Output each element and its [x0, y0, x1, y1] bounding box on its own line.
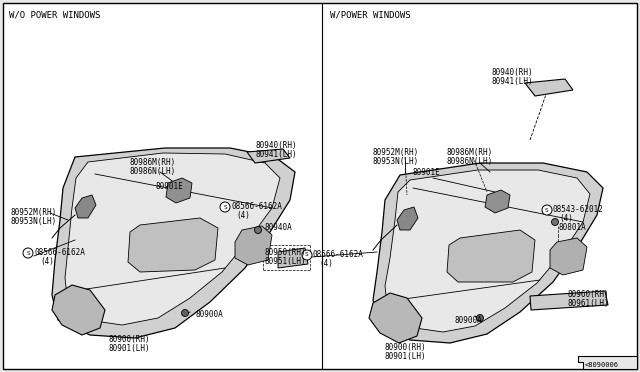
- Text: 80901(LH): 80901(LH): [108, 344, 150, 353]
- Text: 80900(RH): 80900(RH): [385, 343, 427, 352]
- Text: 80901(LH): 80901(LH): [385, 352, 427, 361]
- Circle shape: [255, 227, 262, 234]
- Text: 80941(LH): 80941(LH): [492, 77, 534, 86]
- Text: 80950(RH): 80950(RH): [265, 248, 307, 257]
- Text: 08566-6162A: 08566-6162A: [231, 202, 282, 211]
- Text: 80901E: 80901E: [155, 182, 183, 191]
- Text: 08566-6162A: 08566-6162A: [313, 250, 364, 259]
- Text: 80986N(LH): 80986N(LH): [447, 157, 493, 166]
- Circle shape: [552, 218, 559, 225]
- Circle shape: [182, 310, 189, 317]
- Text: 80986M(RH): 80986M(RH): [130, 158, 176, 167]
- Text: 08566-6162A: 08566-6162A: [34, 248, 85, 257]
- Polygon shape: [235, 226, 272, 265]
- Text: S: S: [305, 253, 309, 257]
- Text: 80953N(LH): 80953N(LH): [10, 217, 56, 226]
- Polygon shape: [128, 218, 218, 272]
- Text: 80940(RH): 80940(RH): [492, 68, 534, 77]
- Text: 80952M(RH): 80952M(RH): [10, 208, 56, 217]
- Polygon shape: [373, 163, 603, 343]
- Text: 80961(LH): 80961(LH): [568, 299, 610, 308]
- Polygon shape: [485, 190, 510, 213]
- Circle shape: [542, 205, 552, 215]
- Polygon shape: [52, 285, 105, 335]
- Text: 08543-62012: 08543-62012: [553, 205, 604, 214]
- Text: S: S: [223, 205, 227, 209]
- Text: 80953N(LH): 80953N(LH): [373, 157, 419, 166]
- Text: 80801A: 80801A: [559, 223, 587, 232]
- Circle shape: [23, 248, 33, 258]
- Circle shape: [220, 202, 230, 212]
- Polygon shape: [3, 3, 637, 369]
- Text: (4): (4): [559, 214, 573, 223]
- Text: 80940A: 80940A: [265, 223, 292, 232]
- Polygon shape: [385, 170, 590, 332]
- Text: 80952M(RH): 80952M(RH): [373, 148, 419, 157]
- Text: 80951(LH): 80951(LH): [265, 257, 307, 266]
- Text: 80940(RH): 80940(RH): [255, 141, 296, 150]
- Text: 80941(LH): 80941(LH): [255, 150, 296, 159]
- Text: 80900A: 80900A: [455, 316, 483, 325]
- Text: 80900A: 80900A: [195, 310, 223, 319]
- Polygon shape: [75, 195, 96, 218]
- Text: S: S: [26, 250, 30, 256]
- Text: S: S: [545, 208, 549, 212]
- Circle shape: [302, 250, 312, 260]
- Text: 80986N(LH): 80986N(LH): [130, 167, 176, 176]
- Text: W/O POWER WINDOWS: W/O POWER WINDOWS: [9, 10, 100, 19]
- Text: (4): (4): [236, 211, 250, 220]
- Text: (4): (4): [319, 259, 333, 268]
- Polygon shape: [530, 291, 608, 310]
- Text: 80901E: 80901E: [413, 168, 441, 177]
- Polygon shape: [247, 149, 290, 163]
- Text: 80986M(RH): 80986M(RH): [447, 148, 493, 157]
- Circle shape: [477, 314, 483, 321]
- Polygon shape: [166, 178, 192, 203]
- Polygon shape: [52, 148, 295, 338]
- Text: W/POWER WINDOWS: W/POWER WINDOWS: [330, 10, 411, 19]
- Polygon shape: [65, 153, 280, 325]
- Polygon shape: [369, 293, 422, 343]
- Polygon shape: [278, 248, 308, 268]
- Polygon shape: [397, 207, 418, 230]
- Polygon shape: [447, 230, 535, 282]
- Text: 80960(RH): 80960(RH): [568, 290, 610, 299]
- Polygon shape: [550, 238, 587, 275]
- Text: 80900(RH): 80900(RH): [108, 335, 150, 344]
- Text: <8090006: <8090006: [585, 362, 619, 368]
- Polygon shape: [578, 356, 637, 369]
- Polygon shape: [525, 79, 573, 96]
- Text: (4): (4): [40, 257, 54, 266]
